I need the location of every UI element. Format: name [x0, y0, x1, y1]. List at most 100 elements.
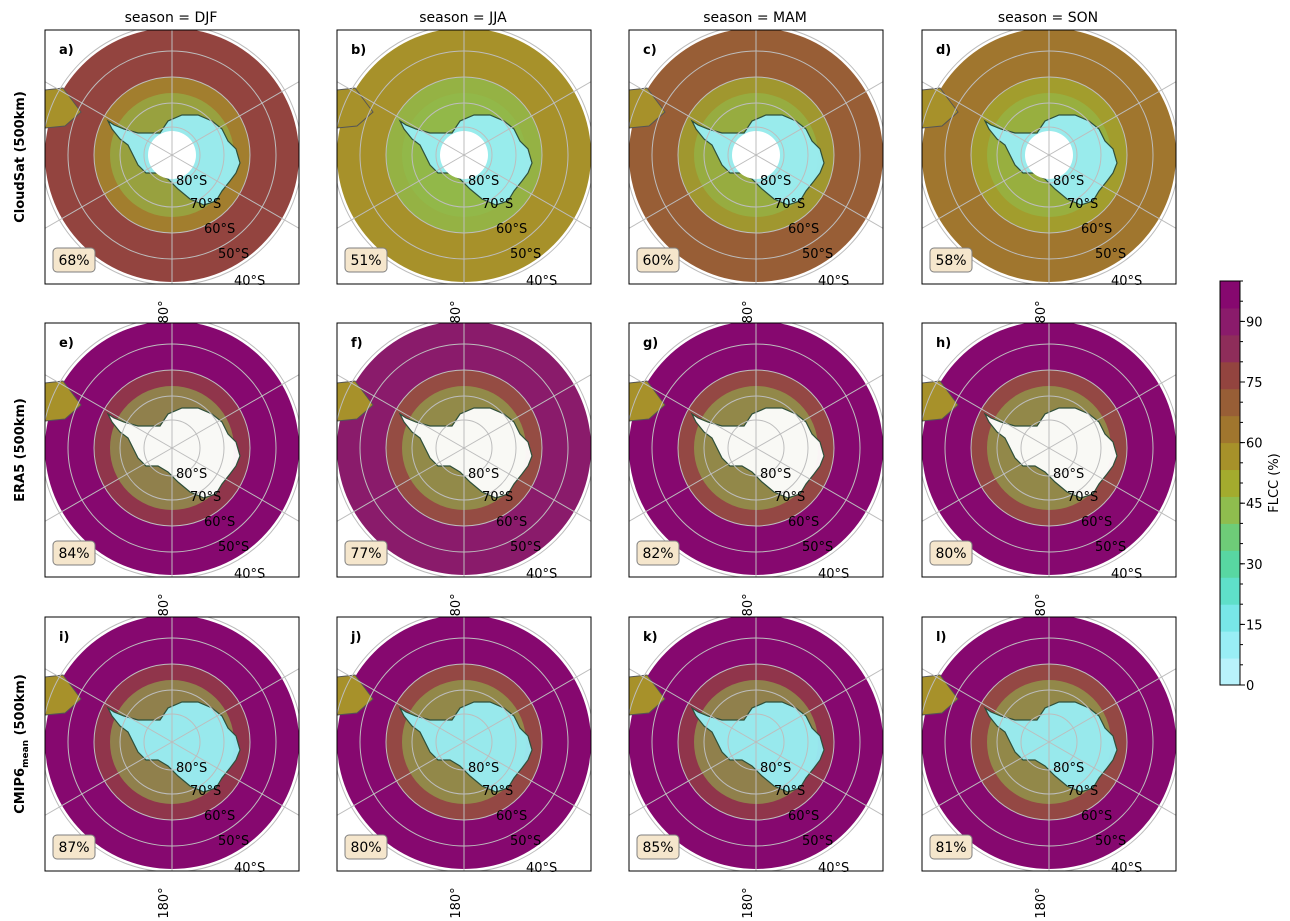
meridian-line [629, 741, 757, 816]
meridian-line [463, 81, 591, 156]
longitude-label: 180° [157, 887, 172, 918]
map-panel-l: 80°S 70°S 60°S 50°S 40°S l) 81% 180° [921, 616, 1177, 919]
meridian-line [629, 447, 757, 522]
value-badge [929, 834, 973, 860]
latitude-label: 80°S [468, 761, 499, 776]
value-badge [636, 540, 680, 566]
panel-frame [628, 616, 884, 872]
value-label: 81% [935, 840, 966, 856]
colorbar-swatch [1220, 469, 1240, 497]
longitude-label: 180° [1034, 887, 1049, 918]
row-label-cloudsat: CloudSat (500km) [13, 91, 28, 223]
latitude-label: 60°S [788, 222, 819, 237]
latitude-label: 40°S [234, 567, 265, 582]
colorbar-swatch [1220, 604, 1240, 632]
latitude-label: 60°S [204, 222, 235, 237]
panel-frame [921, 322, 1177, 578]
meridian-line [171, 447, 299, 522]
latitude-label: 70°S [190, 784, 221, 799]
meridian-line [1048, 374, 1176, 449]
colorbar-swatch [1220, 388, 1240, 417]
latitude-label: 50°S [802, 834, 833, 849]
colorbar-swatch [1220, 361, 1240, 390]
latitude-label: 60°S [1081, 222, 1112, 237]
meridian-line [463, 154, 591, 229]
panel-frame [628, 29, 884, 285]
latitude-label: 80°S [468, 467, 499, 482]
map-panels: 80°S 70°S 60°S 50°S 40°S a) 68% 180° 80°S 70°S 60°… [44, 29, 1177, 919]
value-label: 60% [642, 253, 673, 269]
value-badge [52, 540, 96, 566]
meridian-line [755, 447, 883, 522]
latitude-label: 80°S [1053, 761, 1084, 776]
row-label-cmip6: CMIP6mean (500km) [13, 674, 31, 814]
value-badge [344, 540, 388, 566]
value-badge [344, 247, 388, 273]
value-badge [52, 247, 96, 273]
meridian-line [922, 668, 1050, 743]
latitude-label: 50°S [218, 540, 249, 555]
colorbar-swatch [1220, 442, 1240, 471]
meridian-line [1048, 447, 1176, 522]
latitude-label: 70°S [190, 197, 221, 212]
value-badge [636, 834, 680, 860]
colorbar-swatch [1220, 496, 1240, 524]
meridian-line [922, 374, 1050, 449]
meridian-line [922, 81, 1050, 156]
meridian-line [1048, 741, 1176, 816]
value-badge [52, 834, 96, 860]
latitude-label: 70°S [774, 490, 805, 505]
meridian-line [45, 447, 173, 522]
panel-frame [44, 616, 300, 872]
panel-letter: b) [351, 43, 366, 58]
latitude-label: 60°S [204, 515, 235, 530]
latitude-label: 50°S [510, 540, 541, 555]
panel-frame [336, 616, 592, 872]
colorbar-swatch [1220, 307, 1240, 336]
latitude-label: 40°S [526, 567, 557, 582]
meridian-line [1048, 668, 1176, 743]
panel-letter: k) [643, 630, 658, 645]
panel-letter: c) [643, 43, 657, 58]
meridian-line [337, 374, 465, 449]
colorbar-swatch [1220, 334, 1240, 363]
column-title-son: season = SON [998, 10, 1098, 26]
latitude-label: 40°S [234, 274, 265, 289]
latitude-label: 70°S [1067, 490, 1098, 505]
colorbar-swatch [1220, 658, 1240, 686]
latitude-label: 50°S [1095, 834, 1126, 849]
latitude-label: 60°S [788, 809, 819, 824]
panel-letter: j) [350, 630, 361, 645]
meridian-line [629, 81, 757, 156]
panel-letter: a) [59, 43, 74, 58]
row-label-era5: ERA5 (500km) [13, 398, 28, 502]
map-panel-b: 80°S70°S60°S50°S40°Sb)51%180° [336, 29, 592, 332]
latitude-label: 40°S [818, 274, 849, 289]
map-panel-j: 80°S 70°S 60°S 50°S 40°S j) 80% 180° [336, 616, 592, 919]
latitude-label: 80°S [176, 761, 207, 776]
meridian-line [45, 741, 173, 816]
value-label: 85% [642, 840, 673, 856]
meridian-line [45, 668, 173, 743]
meridian-line [171, 374, 299, 449]
panel-letter: f) [351, 336, 363, 351]
longitude-label: 180° [741, 887, 756, 918]
latitude-label: 50°S [218, 247, 249, 262]
value-label: 68% [58, 253, 89, 269]
colorbar-tick-label: 30 [1246, 558, 1263, 573]
meridian-line [337, 81, 465, 156]
meridian-line [755, 741, 883, 816]
value-label: 82% [642, 546, 673, 562]
panel-frame [921, 29, 1177, 285]
meridian-line [171, 81, 299, 156]
value-label: 77% [350, 546, 381, 562]
meridian-line [337, 668, 465, 743]
meridian-line [1048, 154, 1176, 229]
latitude-label: 60°S [204, 809, 235, 824]
latitude-label: 60°S [1081, 809, 1112, 824]
meridian-line [922, 741, 1050, 816]
map-panel-g: 80°S70°S60°S50°S40°Sg)82%180° [628, 322, 884, 625]
latitude-label: 70°S [482, 197, 513, 212]
map-panel-i: 80°S 70°S 60°S 50°S 40°S i) 87% 180° [44, 616, 300, 919]
panel-frame [921, 616, 1177, 872]
